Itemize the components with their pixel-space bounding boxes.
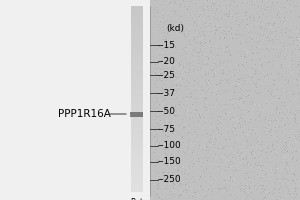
Bar [130,50,142,52]
Bar [130,85,142,87]
Bar [130,171,142,173]
Bar [130,124,142,127]
Bar [130,127,142,129]
Bar [130,10,142,13]
Bar [130,147,142,150]
Bar [130,75,142,78]
Bar [130,66,142,69]
Bar [130,64,142,66]
Bar [130,80,142,83]
Bar [130,129,142,132]
Text: (kd): (kd) [167,24,184,33]
Bar [130,168,142,171]
Bar [130,52,142,55]
Bar [130,87,142,90]
Bar [130,187,142,190]
Bar [130,45,142,48]
Bar [130,89,142,92]
Bar [130,157,142,159]
Bar [130,82,142,85]
Bar [130,117,142,120]
Bar [130,108,142,111]
Bar [130,145,142,148]
Bar [130,24,142,27]
Bar [130,92,142,94]
Bar [130,15,142,18]
Text: PPP1R16A: PPP1R16A [58,109,110,119]
Bar [130,112,143,116]
Bar [130,122,142,125]
Bar [130,73,142,76]
Bar [130,150,142,152]
Bar [130,54,142,57]
Bar [130,59,142,62]
Bar [130,78,142,80]
Bar [130,57,142,59]
Bar [130,99,142,101]
Bar [130,140,142,143]
Text: --20: --20 [158,58,175,66]
Text: Rat
Heart: Rat Heart [126,198,147,200]
Bar [130,182,142,185]
Bar [130,113,142,115]
Bar [130,154,142,157]
Bar [130,47,142,50]
Bar [130,20,142,22]
Bar [130,13,142,15]
Bar [130,173,142,176]
Bar [130,133,142,136]
Text: --250: --250 [158,176,181,184]
Bar [130,6,142,8]
Bar [130,61,142,64]
Bar [130,22,142,25]
Bar [130,164,142,166]
Bar [130,33,142,36]
Bar [130,110,142,113]
Bar [130,101,142,104]
Bar [130,152,142,155]
Text: --100: --100 [158,142,181,150]
Bar [130,31,142,34]
Bar [130,189,142,192]
Bar [130,120,142,122]
Bar [130,138,142,141]
Bar [130,27,142,29]
Bar [130,131,142,134]
Bar [130,143,142,146]
Text: --150: --150 [158,158,181,166]
Bar [130,8,142,11]
Text: --75: --75 [158,124,175,134]
Bar [130,103,142,106]
Bar [150,0,300,200]
Bar [130,106,142,108]
Bar [130,96,142,99]
Bar [130,180,142,183]
Bar [130,178,142,180]
Bar [130,36,142,39]
Bar [130,136,142,139]
Bar [130,43,142,46]
Text: --15: --15 [158,40,175,49]
Text: --37: --37 [158,88,175,98]
Bar [0,0,150,200]
Bar [130,68,142,71]
Bar [130,40,142,43]
Text: --50: --50 [158,106,175,116]
Bar [130,166,142,169]
Bar [130,29,142,32]
Text: --25: --25 [158,71,175,79]
Bar [130,94,142,97]
Bar [130,17,142,20]
Bar [130,71,142,73]
Bar [130,175,142,178]
Bar [130,161,142,164]
Bar [130,115,142,118]
Bar [130,159,142,162]
Bar [130,185,142,187]
Bar [130,38,142,41]
